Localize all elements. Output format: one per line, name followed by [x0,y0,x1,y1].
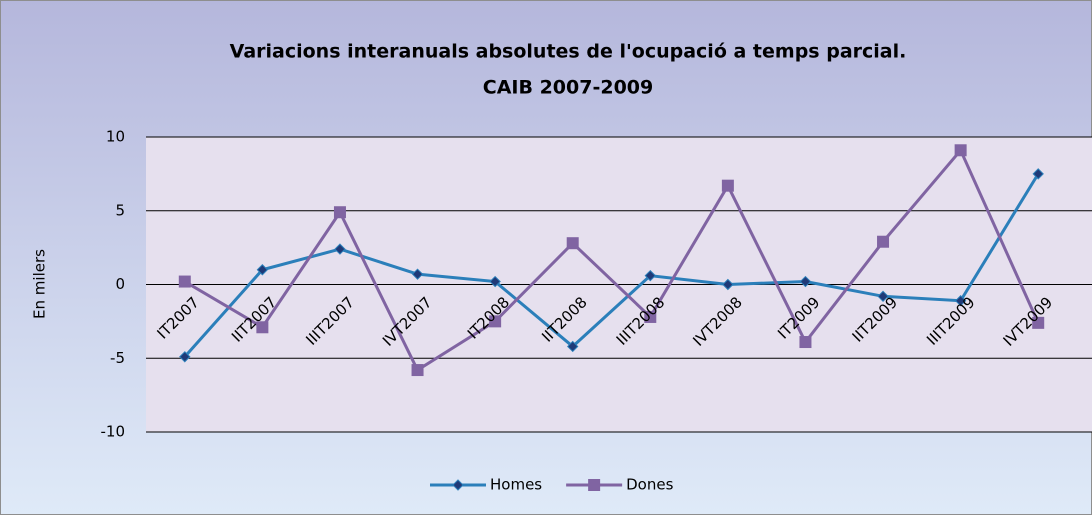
chart-title: Variacions interanuals absolutes de l'oc… [230,41,907,63]
chart-title: CAIB 2007-2009 [483,77,653,99]
data-point [877,290,889,303]
data-point [644,269,656,282]
data-point [256,264,269,276]
y-tick-label: -10 [101,423,126,441]
data-point [722,278,734,291]
data-point [799,275,812,288]
data-point [333,206,346,219]
y-tick-label: -5 [110,349,125,367]
legend-marker [452,479,464,491]
data-point [411,364,424,377]
data-point [179,351,191,363]
data-point [644,310,657,323]
y-tick-label: 5 [115,201,125,219]
data-point [1032,316,1045,329]
data-point [954,295,967,307]
data-point [1032,168,1044,180]
data-point [799,336,812,349]
legend-label: Dones [626,476,673,494]
legend-marker [588,479,601,491]
data-point [566,237,579,250]
series-line [184,147,1040,373]
legend-label: Homes [490,476,542,494]
data-point [489,315,502,328]
data-point [334,243,346,255]
data-point [256,321,269,334]
series-line [183,173,1040,358]
data-point [954,144,967,157]
data-point [178,275,191,288]
data-point [411,268,424,280]
data-point [489,275,501,288]
y-tick-label: 10 [106,128,125,146]
data-point [877,235,890,248]
data-point [721,179,734,192]
y-tick-label: 0 [115,275,125,293]
y-axis-label: En milers [31,249,49,319]
data-point [567,340,579,353]
